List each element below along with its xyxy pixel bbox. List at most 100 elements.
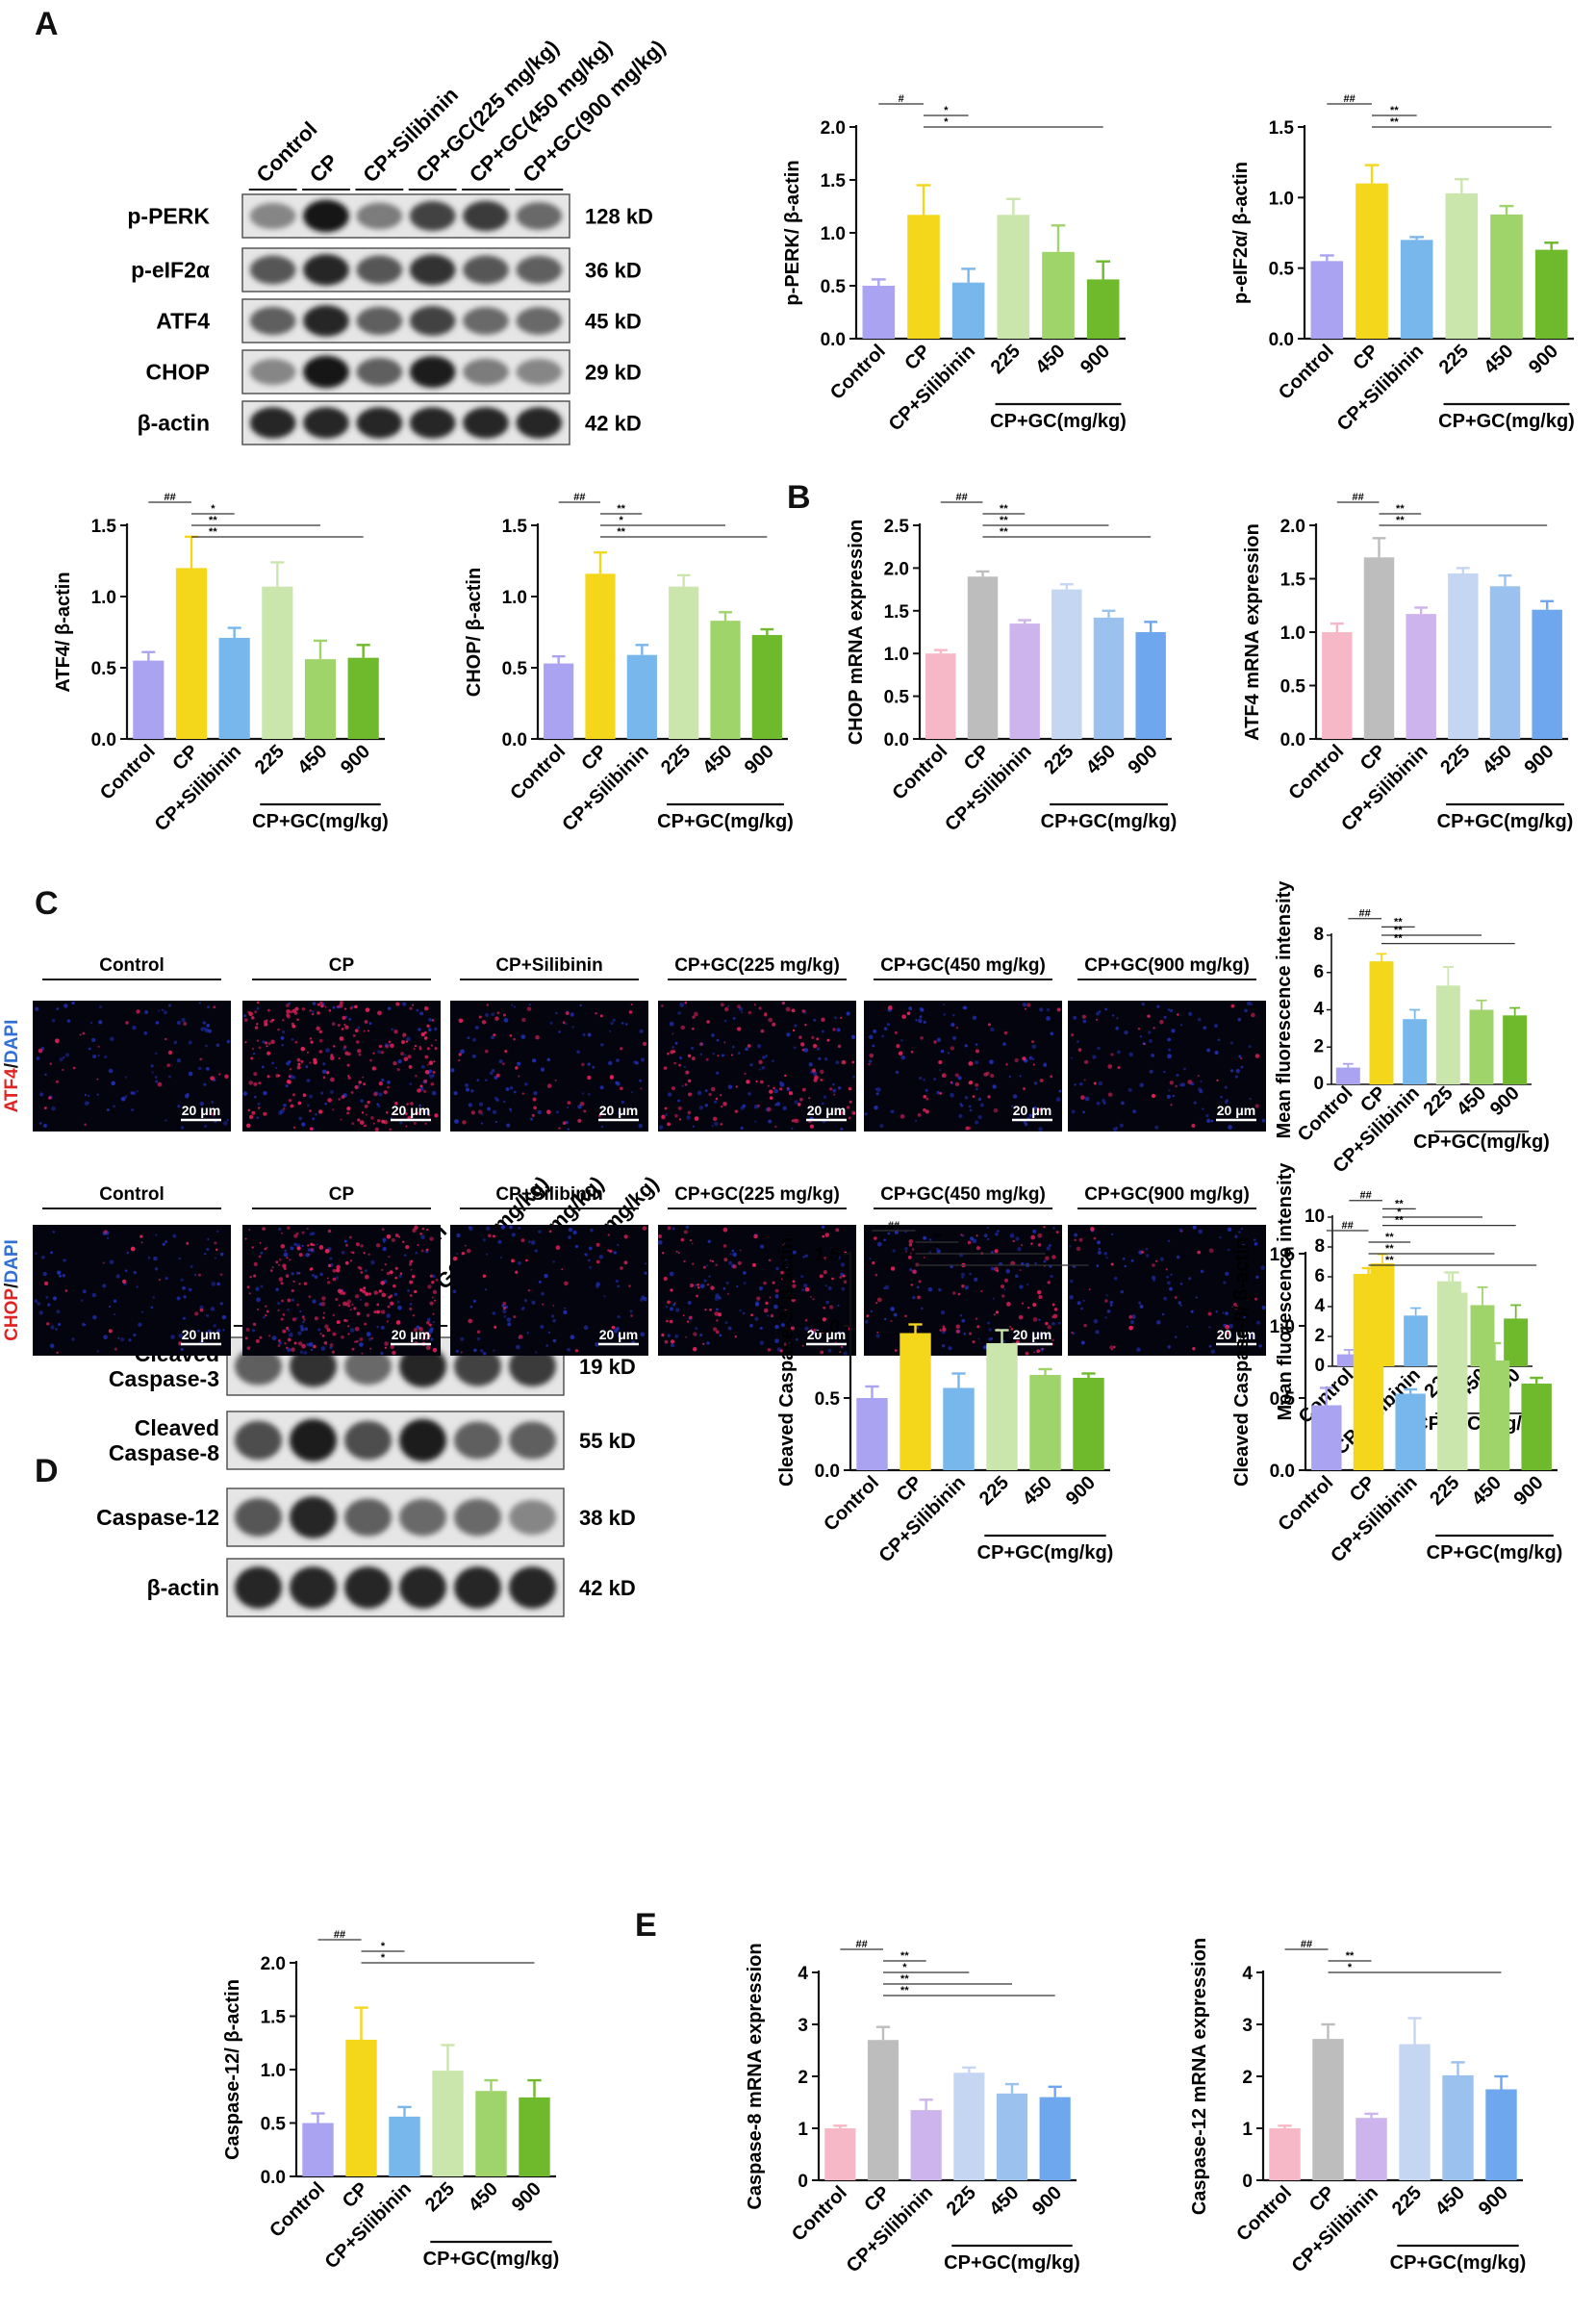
dapi-nucleus xyxy=(617,1334,621,1337)
dapi-nucleus xyxy=(260,1284,264,1288)
stain-signal xyxy=(821,1331,824,1335)
stain-signal xyxy=(801,1087,806,1092)
stain-signal xyxy=(1038,1107,1042,1111)
dapi-nucleus xyxy=(198,1002,201,1004)
stain-signal xyxy=(56,1351,59,1355)
stain-signal xyxy=(96,1078,99,1081)
stain-signal xyxy=(298,1253,303,1258)
y-tick-label: 0.5 xyxy=(91,659,117,679)
dapi-nucleus xyxy=(1256,1320,1261,1325)
stain-signal xyxy=(253,1072,258,1077)
y-tick-label: 1.0 xyxy=(1280,623,1305,644)
dapi-nucleus xyxy=(163,1010,167,1015)
dapi-nucleus xyxy=(427,1317,431,1322)
stain-signal xyxy=(430,1081,435,1086)
dapi-nucleus xyxy=(1096,1264,1100,1268)
dapi-nucleus xyxy=(407,1289,411,1293)
panel-d-row-label: Caspase-8 xyxy=(109,1440,219,1465)
panel-a-band xyxy=(249,358,296,386)
stain-signal xyxy=(383,1120,389,1125)
dapi-nucleus xyxy=(876,1087,881,1092)
scale-bar-label: 20 μm xyxy=(1217,1103,1255,1118)
micrograph-background xyxy=(658,1001,856,1132)
stain-signal xyxy=(692,1346,697,1352)
stain-signal xyxy=(736,1027,742,1031)
dapi-nucleus xyxy=(1166,1094,1171,1099)
stain-signal xyxy=(920,1035,924,1040)
y-tick-label: 1.5 xyxy=(1280,571,1306,591)
dapi-nucleus xyxy=(890,1109,895,1114)
stain-signal xyxy=(287,1298,291,1303)
stain-signal xyxy=(338,1056,341,1060)
stain-signal xyxy=(307,1244,310,1247)
dapi-nucleus xyxy=(528,1240,531,1243)
stain-signal xyxy=(1155,1259,1158,1262)
dapi-nucleus xyxy=(1069,1245,1072,1248)
dapi-nucleus xyxy=(360,1298,363,1301)
dapi-nucleus xyxy=(883,1027,888,1031)
dapi-nucleus xyxy=(1124,1030,1128,1035)
bar xyxy=(345,2039,377,2176)
dapi-nucleus xyxy=(1220,1096,1223,1099)
stain-signal xyxy=(413,1328,418,1333)
y-axis-label: CHOP/ β-actin xyxy=(464,568,485,697)
dapi-nucleus xyxy=(489,1071,494,1076)
stain-signal xyxy=(760,1080,764,1084)
significance-marker: ** xyxy=(1000,526,1008,538)
stain-signal xyxy=(343,1318,347,1322)
dapi-nucleus xyxy=(1240,1228,1244,1231)
dapi-nucleus xyxy=(808,1062,813,1067)
stain-signal xyxy=(413,1122,417,1125)
stain-signal xyxy=(46,1322,50,1326)
dapi-nucleus xyxy=(979,1103,984,1107)
stain-signal xyxy=(371,1066,376,1071)
dapi-nucleus xyxy=(1260,1265,1266,1270)
stain-signal xyxy=(1093,1081,1097,1085)
stain-signal xyxy=(712,1327,718,1332)
dapi-nucleus xyxy=(742,1311,746,1315)
stain-signal xyxy=(424,1334,427,1336)
category-label: 900 xyxy=(1525,341,1562,378)
dapi-nucleus xyxy=(990,1336,993,1340)
stain-signal xyxy=(1175,1084,1178,1088)
stain-signal xyxy=(1038,1294,1043,1300)
dapi-nucleus xyxy=(721,1054,724,1057)
stain-signal xyxy=(503,1013,507,1017)
dapi-nucleus xyxy=(176,1296,181,1301)
dapi-nucleus xyxy=(722,1287,726,1290)
stain-signal xyxy=(598,1114,601,1117)
stain-signal xyxy=(354,1084,359,1089)
stain-signal xyxy=(843,1280,848,1284)
stain-signal xyxy=(363,1252,366,1255)
stain-signal xyxy=(248,1081,253,1085)
dapi-nucleus xyxy=(595,1342,599,1347)
stain-signal xyxy=(248,1011,253,1017)
stain-signal xyxy=(822,1307,824,1309)
panel-d-band xyxy=(289,1345,338,1387)
dapi-nucleus xyxy=(292,1076,296,1080)
stain-signal xyxy=(363,1286,367,1290)
dapi-nucleus xyxy=(206,1067,210,1071)
stain-signal xyxy=(346,1111,350,1115)
stain-signal xyxy=(302,1093,307,1098)
panel-a-kd-label: 36 kD xyxy=(585,259,642,283)
panel-d-band xyxy=(234,1420,283,1461)
stain-signal xyxy=(642,1226,647,1231)
dapi-nucleus xyxy=(908,1006,913,1010)
stain-signal xyxy=(399,1272,403,1275)
stain-signal xyxy=(710,1285,715,1290)
panel-a-band xyxy=(303,305,349,337)
stain-signal xyxy=(318,1050,323,1054)
dapi-nucleus xyxy=(1096,1101,1101,1106)
stain-signal xyxy=(394,1233,399,1237)
panel-d-blot-strip xyxy=(226,1558,565,1617)
stain-signal xyxy=(533,1106,537,1110)
dapi-nucleus xyxy=(493,1349,495,1352)
stain-signal xyxy=(213,1005,216,1009)
dapi-nucleus xyxy=(206,1024,210,1028)
dapi-nucleus xyxy=(1186,1325,1189,1328)
stain-signal xyxy=(793,1118,798,1123)
dapi-nucleus xyxy=(1202,1107,1204,1110)
dapi-nucleus xyxy=(320,1091,324,1095)
category-label: 225 xyxy=(1426,1472,1463,1510)
